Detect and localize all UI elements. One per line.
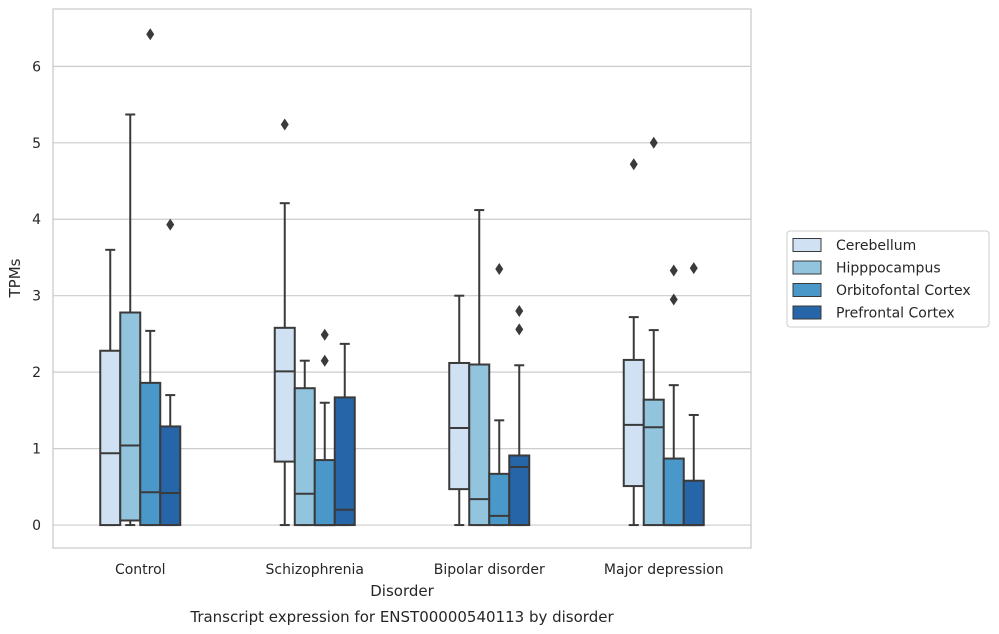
legend-swatch <box>792 305 822 320</box>
x-tick-label: Bipolar disorder <box>434 562 545 578</box>
y-tick-label: 5 <box>32 136 41 152</box>
x-tick-label: Control <box>115 562 166 578</box>
outlier-point <box>320 354 329 367</box>
x-tick-label: Schizophrenia <box>266 562 364 578</box>
x-axis-ticks: Control Schizophrenia Bipolar disorder Majo… <box>115 562 724 578</box>
legend-label: Orbitofontal Cortex <box>836 283 971 299</box>
legend-swatch <box>792 283 822 297</box>
plot-frame <box>52 8 752 549</box>
box-group <box>448 209 531 527</box>
x-tick-label: Major depression <box>604 562 724 578</box>
y-tick-label: 0 <box>32 518 41 534</box>
box <box>293 387 316 527</box>
outlier-point <box>320 328 329 341</box>
outlier-point <box>669 264 678 277</box>
box <box>273 326 296 463</box>
legend-label: Hipppocampus <box>836 261 941 277</box>
box <box>313 459 336 527</box>
outlier-point <box>649 136 658 149</box>
y-axis-label: TPMs <box>6 258 24 298</box>
box <box>99 349 122 527</box>
legend-label: Cerebellum <box>836 238 916 254</box>
legend-swatch <box>792 238 822 252</box>
x-axis-label: Disorder <box>370 582 434 600</box>
box <box>508 454 531 527</box>
y-tick-label: 4 <box>32 212 41 228</box>
box <box>139 381 162 527</box>
box <box>642 398 665 527</box>
box-group <box>622 136 705 527</box>
box <box>119 311 142 522</box>
outlier-point <box>629 158 638 171</box>
outlier-point <box>669 293 678 306</box>
y-tick-label: 1 <box>32 442 41 458</box>
outlier-point <box>146 28 155 41</box>
box <box>448 361 471 491</box>
box-group <box>273 118 356 527</box>
outlier-point <box>515 323 524 336</box>
box <box>159 425 182 527</box>
legend-frame <box>786 230 990 328</box>
box <box>488 472 511 527</box>
y-tick-label: 3 <box>32 289 41 305</box>
legend: Cerebellum Hipppocampus Orbitofontal Corte… <box>786 230 990 328</box>
y-axis-ticks: 0 1 2 3 4 5 6 <box>32 59 41 534</box>
box <box>682 479 705 527</box>
box-plot-groups <box>99 28 705 527</box>
box <box>468 363 491 527</box>
outlier-point <box>495 262 504 275</box>
outlier-point <box>166 218 175 231</box>
box-group <box>99 28 182 527</box>
box <box>662 457 685 527</box>
outlier-point <box>280 118 289 131</box>
y-tick-label: 6 <box>32 59 41 75</box>
legend-label: Prefrontal Cortex <box>836 306 955 322</box>
box <box>333 396 356 527</box>
y-tick-label: 2 <box>32 365 41 381</box>
legend-swatch <box>792 260 822 275</box>
chart-title: Transcript expression for ENST0000054011… <box>189 608 614 626</box>
box <box>622 358 645 488</box>
outlier-point <box>689 262 698 275</box>
outlier-point <box>515 304 524 317</box>
